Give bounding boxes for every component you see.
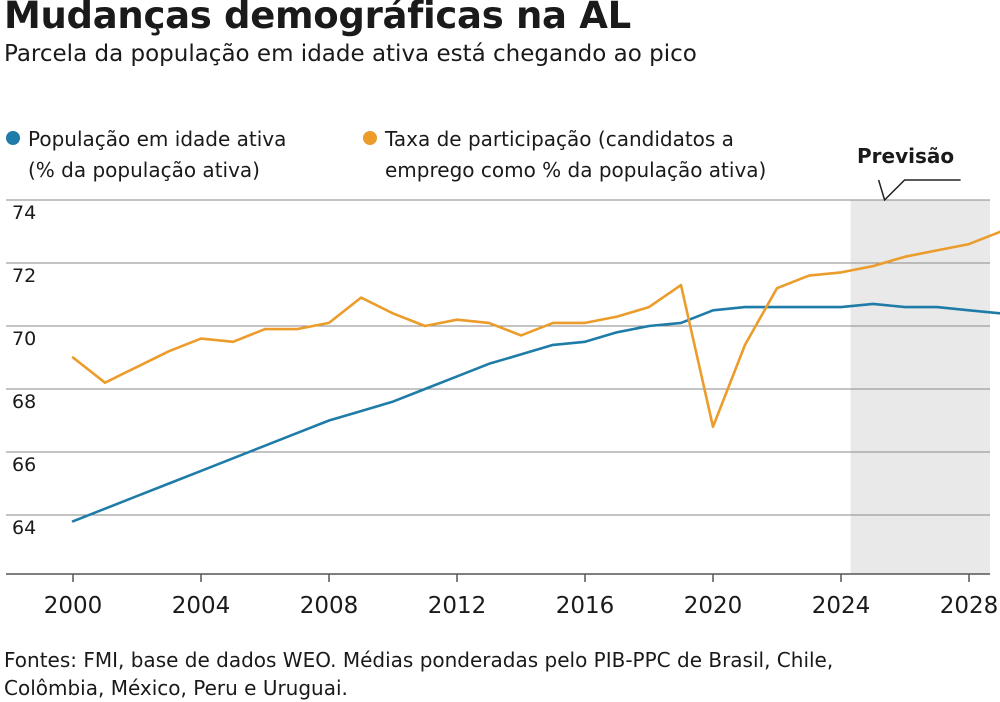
series-line-working-age — [71, 302, 1000, 523]
x-tick-label: 2008 — [300, 593, 359, 619]
x-tick-label: 2004 — [172, 593, 231, 619]
forecast-callout — [877, 179, 961, 202]
legend-label-line2: emprego como % da população ativa) — [385, 158, 767, 182]
legend-label-line1: População em idade ativa — [28, 127, 287, 151]
forecast-label: Previsão — [857, 144, 955, 168]
legend-marker-participation — [363, 131, 377, 145]
chart-subtitle: Parcela da população em idade ativa está… — [4, 41, 697, 67]
x-tick-label: 2016 — [556, 593, 615, 619]
source-note-line1: Fontes: FMI, base de dados WEO. Médias p… — [4, 648, 834, 672]
series-line-participation — [71, 230, 1000, 429]
y-tick-label: 64 — [12, 517, 36, 539]
y-tick-label: 70 — [12, 328, 36, 350]
x-tick-label: 2000 — [44, 593, 103, 619]
legend-item-participation: Taxa de participação (candidatos a empre… — [363, 124, 766, 186]
legend-marker-working-age — [6, 131, 20, 145]
chart-title: Mudanças demográficas na AL — [4, 0, 631, 37]
legend-item-working-age: População em idade ativa (% da população… — [6, 124, 286, 186]
source-note-line2: Colômbia, México, Peru e Uruguai. — [4, 676, 348, 700]
x-tick-label: 2020 — [684, 593, 743, 619]
y-tick-label: 74 — [12, 202, 36, 224]
forecast-shading — [850, 200, 990, 574]
legend-label-line1: Taxa de participação (candidatos a — [385, 127, 734, 151]
source-note: Fontes: FMI, base de dados WEO. Médias p… — [4, 646, 994, 702]
y-tick-label: 68 — [12, 391, 36, 413]
x-tick-label: 2028 — [940, 593, 999, 619]
x-tick-label: 2024 — [812, 593, 871, 619]
legend-label-line2: (% da população ativa) — [28, 158, 260, 182]
y-tick-label: 66 — [12, 454, 36, 476]
y-tick-label: 72 — [12, 265, 36, 287]
x-tick-label: 2012 — [428, 593, 487, 619]
